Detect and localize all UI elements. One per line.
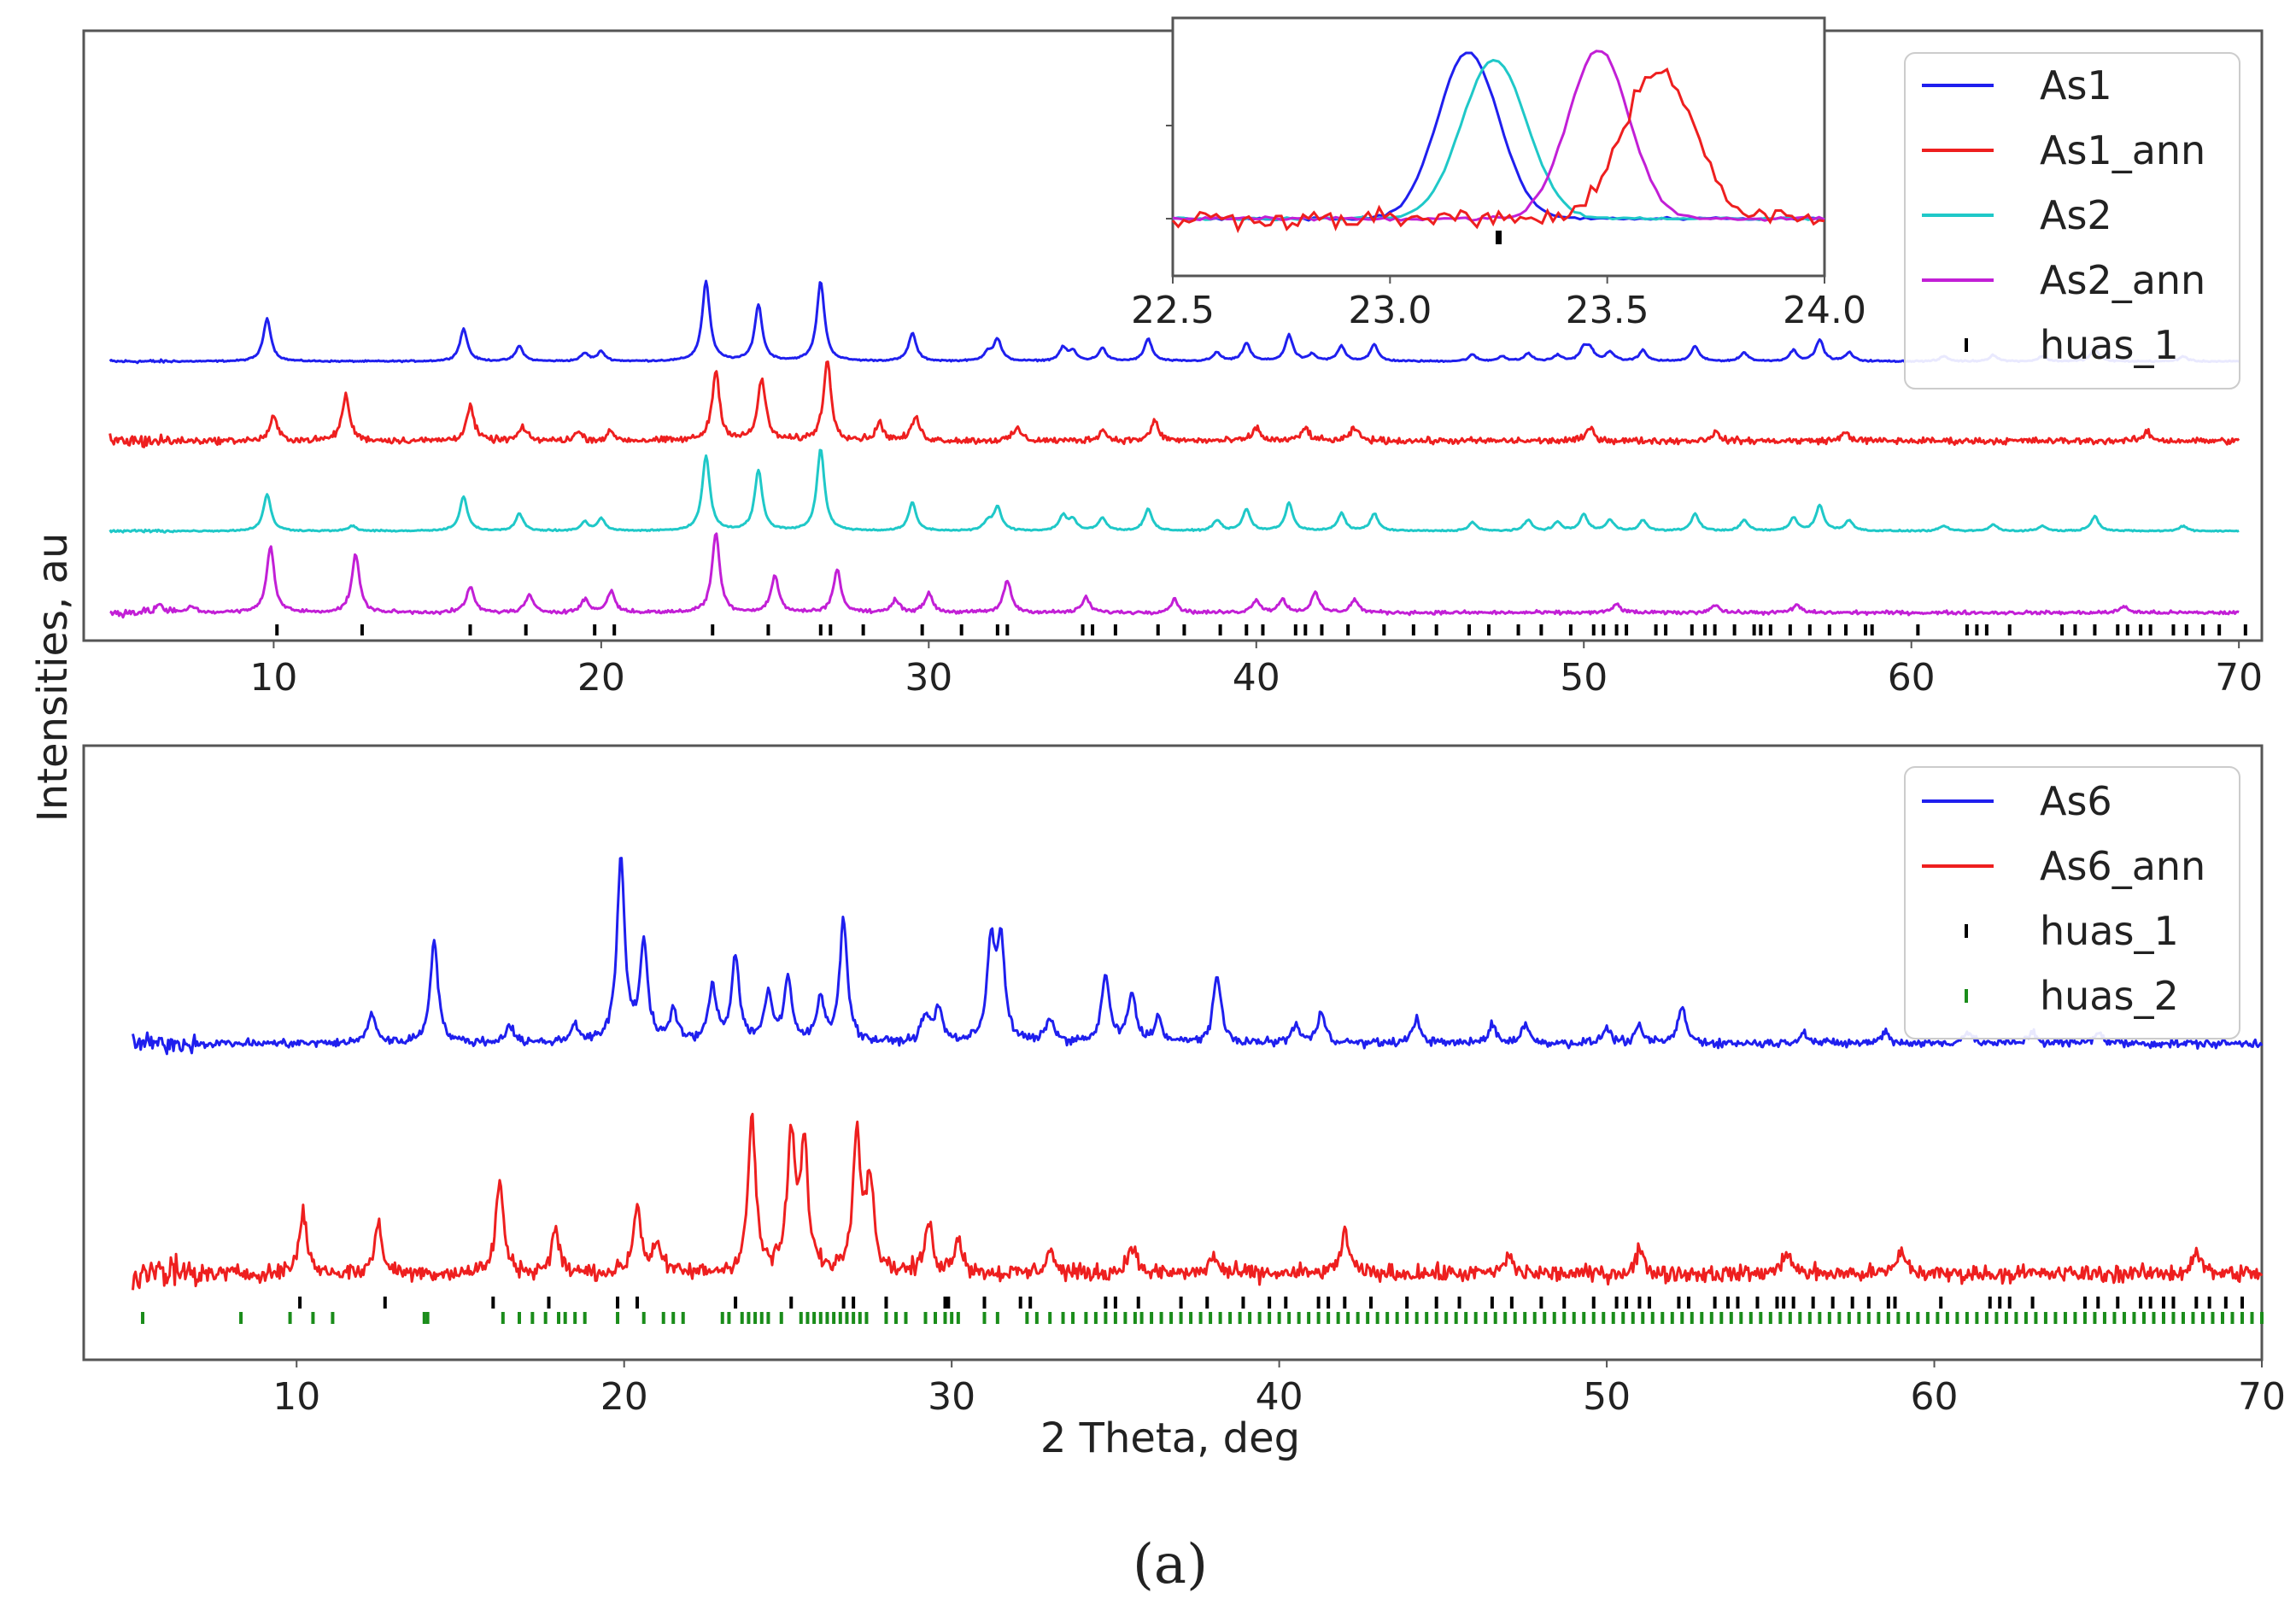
x-tick-label: 60	[1888, 656, 1936, 700]
series-as1-ann	[108, 360, 2240, 448]
x-tick-label: 20	[577, 656, 625, 700]
inset-series-lines	[1171, 50, 1825, 234]
y-axis-title: Intensities, au	[29, 533, 77, 823]
x-tick-label: 10	[249, 656, 297, 700]
bottom-x-axis: 10 20 30 40 50 60 70	[272, 1360, 2286, 1419]
inset-x-axis: 22.5 23.0 23.5 24.0	[1131, 276, 1866, 332]
series-as6-ann	[132, 1112, 2264, 1291]
x-tick-label: 22.5	[1131, 289, 1215, 332]
x-tick-label: 60	[1911, 1375, 1959, 1419]
legend-as2ann-label: As2_ann	[2040, 257, 2205, 303]
bottom-panel: 10 20 30 40 50 60 70 As6 As6_ann huas_1 huas_2	[82, 744, 2286, 1419]
top-x-axis: 10 20 30 40 50 60 70	[249, 641, 2263, 700]
inset-series-as2-ann	[1172, 50, 1825, 222]
x-tick-label: 23.5	[1566, 289, 1649, 332]
top-panel: 10 20 30 40 50 60 70 22.5 23.0 23.5 24.0 As1 As1_…	[82, 16, 2264, 700]
x-tick-label: 50	[1583, 1375, 1631, 1419]
legend-as1-label: As1	[2040, 62, 2112, 108]
x-tick-label: 24.0	[1783, 289, 1866, 332]
bottom-legend: As6 As6_ann huas_1 huas_2	[1904, 766, 2240, 1039]
legend-as2-label: As2	[2040, 192, 2112, 238]
legend-huas1-label: huas_1	[2040, 908, 2179, 954]
top-series-lines	[108, 279, 2240, 619]
series-as2-ann	[109, 532, 2240, 619]
legend-as6ann-label: As6_ann	[2040, 843, 2205, 889]
legend-as1ann-label: As1_ann	[2040, 127, 2205, 173]
x-tick-label: 50	[1560, 656, 1608, 700]
inset-series-as1-ann	[1171, 67, 1825, 234]
bottom-series-lines	[132, 857, 2264, 1291]
figure-caption: (a)	[1133, 1533, 1208, 1596]
legend-huas1-label: huas_1	[2040, 322, 2179, 368]
x-tick-label: 20	[600, 1375, 648, 1419]
inset-plot: 22.5 23.0 23.5 24.0	[1131, 16, 1866, 332]
top-legend: As1 As1_ann As2 As2_ann huas_1	[1904, 52, 2240, 389]
x-tick-label: 10	[272, 1375, 320, 1419]
series-as6	[132, 857, 2264, 1056]
x-tick-label: 40	[1256, 1375, 1303, 1419]
x-tick-label: 70	[2215, 656, 2263, 700]
x-tick-label: 30	[928, 1375, 975, 1419]
x-tick-label: 70	[2238, 1375, 2286, 1419]
bottom-phase-tick-marks	[141, 1297, 2264, 1324]
x-tick-label: 23.0	[1348, 289, 1432, 332]
series-as2	[108, 448, 2240, 534]
legend-as6-label: As6	[2040, 778, 2112, 824]
top-huas1-tick-marks	[275, 624, 2247, 635]
top-legend-frame	[1904, 52, 2240, 389]
x-tick-label: 40	[1233, 656, 1280, 700]
bottom-legend-frame	[1904, 766, 2240, 1039]
x-axis-title: 2 Theta, deg	[1040, 1414, 1300, 1462]
x-tick-label: 30	[905, 656, 952, 700]
series-as1	[108, 279, 2240, 365]
legend-huas2-label: huas_2	[2040, 973, 2179, 1019]
